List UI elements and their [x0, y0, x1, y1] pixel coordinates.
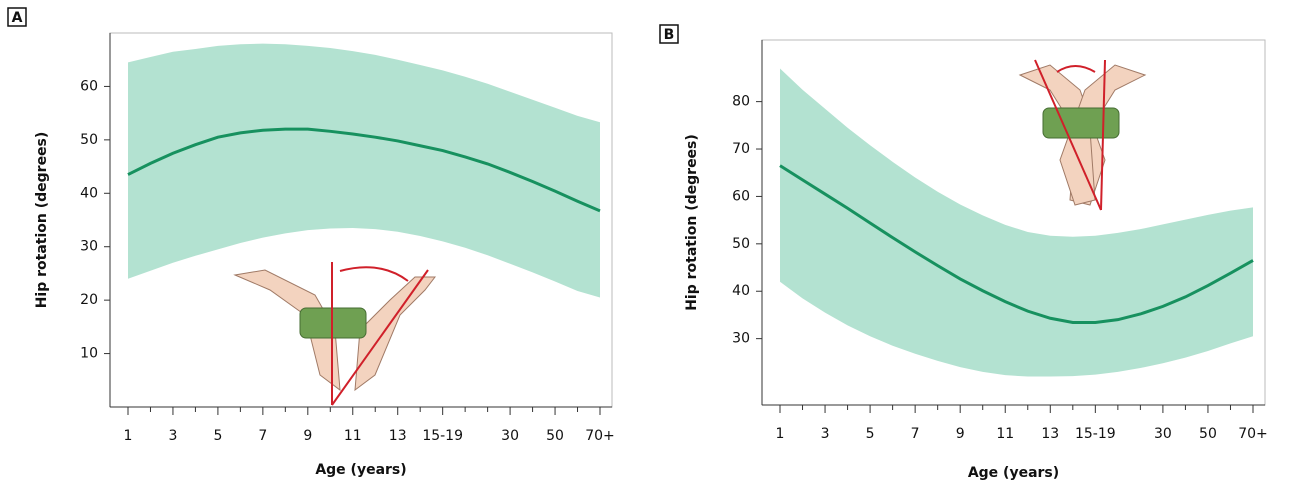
- y-tick-label: 40: [732, 283, 750, 299]
- y-tick-label: 10: [80, 346, 98, 362]
- x-tick-label: 11: [344, 428, 362, 444]
- y-tick-label: 50: [80, 132, 98, 148]
- y-tick-label: 30: [732, 331, 750, 347]
- y-tick-label: 30: [80, 239, 98, 255]
- x-tick-label: 9: [303, 428, 312, 444]
- x-tick-label: 1: [776, 426, 785, 442]
- y-tick-label: 70: [732, 141, 750, 157]
- x-tick-label: 1: [124, 428, 133, 444]
- x-tick-label: 3: [821, 426, 830, 442]
- x-tick-label: 5: [213, 428, 222, 444]
- y-tick-label: 60: [80, 78, 98, 94]
- x-tick-label: 15-19: [422, 428, 463, 444]
- x-axis-title: Age (years): [315, 462, 406, 478]
- x-tick-label: 15-19: [1075, 426, 1116, 442]
- x-tick-label: 7: [911, 426, 920, 442]
- x-tick-label: 13: [1041, 426, 1059, 442]
- x-tick-label: 5: [866, 426, 875, 442]
- y-tick-label: 80: [732, 94, 750, 110]
- y-axis-title: Hip rotation (degrees): [684, 134, 700, 311]
- x-tick-label: 7: [258, 428, 267, 444]
- illustration: [233, 262, 437, 406]
- x-axis-title: Age (years): [968, 465, 1059, 481]
- range-band: [780, 68, 1253, 377]
- y-tick-label: 40: [80, 185, 98, 201]
- x-tick-label: 50: [1199, 426, 1217, 442]
- y-tick-label: 50: [732, 236, 750, 252]
- x-tick-label: 3: [168, 428, 177, 444]
- panel-label-box: [659, 24, 679, 44]
- x-tick-label: 30: [1154, 426, 1172, 442]
- mean-line: [127, 127, 601, 213]
- x-tick-label: 30: [501, 428, 519, 444]
- x-tick-label: 50: [546, 428, 564, 444]
- range-band: [128, 43, 600, 298]
- x-tick-label: 9: [956, 426, 965, 442]
- panel-label: A: [12, 10, 23, 26]
- mean-line: [779, 164, 1254, 325]
- y-tick-label: 20: [80, 292, 98, 308]
- panel-label: B: [664, 27, 675, 43]
- x-tick-label: 11: [996, 426, 1014, 442]
- x-tick-label: 70+: [585, 428, 615, 444]
- illustration: [1018, 59, 1147, 211]
- x-tick-label: 70+: [1238, 426, 1268, 442]
- y-tick-label: 60: [732, 188, 750, 204]
- x-tick-label: 13: [389, 428, 407, 444]
- y-axis-title: Hip rotation (degrees): [34, 132, 50, 309]
- panel-label-box: [7, 7, 27, 27]
